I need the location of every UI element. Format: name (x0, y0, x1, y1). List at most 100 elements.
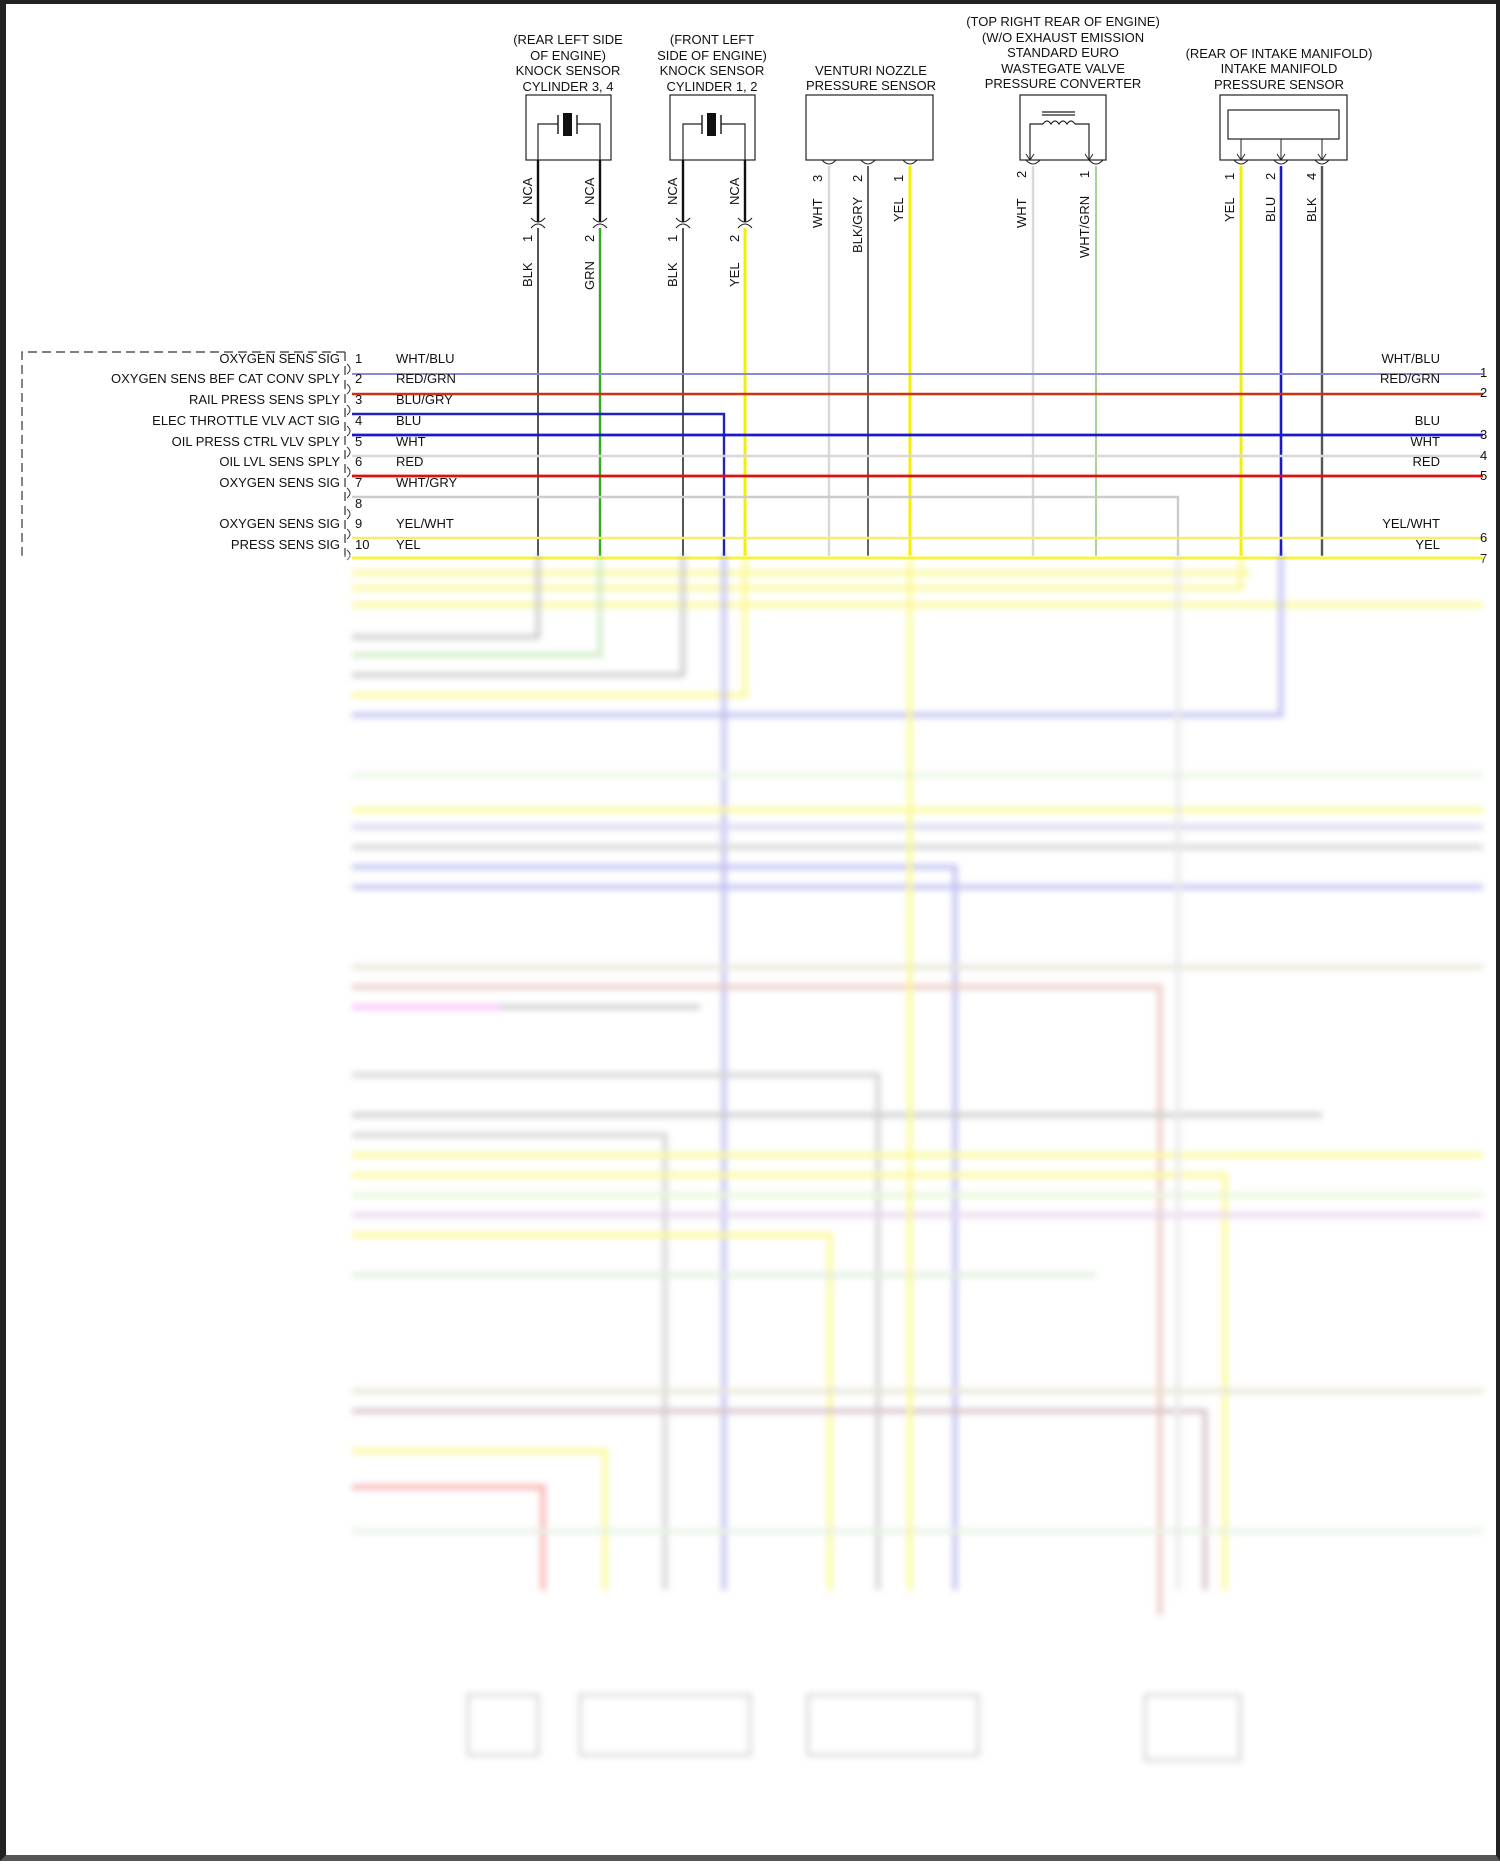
svg-text:3: 3 (810, 175, 825, 182)
knock-sensor-cyl-3-4[interactable]: (REAR LEFT SIDE OF ENGINE) KNOCK SENSOR … (513, 32, 623, 162)
piezo-icon (682, 113, 746, 162)
ecm-connector-block (21, 351, 346, 560)
ecm-wire-color: BLU/GRY (396, 392, 453, 407)
component-name: CYLINDER 3, 4 (522, 79, 613, 94)
component-location: (TOP RIGHT REAR OF ENGINE) (966, 14, 1160, 29)
ecm-wire-color: BLU (396, 413, 421, 428)
component-location: (REAR OF INTAKE MANIFOLD) (1186, 46, 1373, 61)
svg-text:1: 1 (520, 235, 535, 242)
connector-cups (530, 159, 1330, 229)
svg-text:2: 2 (850, 175, 865, 182)
pin-terminal-icon (346, 466, 351, 478)
pin-terminal-icon (346, 446, 351, 458)
svg-text:2: 2 (1014, 171, 1029, 178)
ecm-pin-number: 3 (355, 392, 362, 407)
knock-sensor-cyl-1-2[interactable]: (FRONT LEFT SIDE OF ENGINE) KNOCK SENSOR… (657, 32, 767, 162)
right-wire-color: WHT (1410, 434, 1440, 449)
ecm-pin-function: OXYGEN SENS SIG (219, 351, 340, 366)
svg-text:2: 2 (727, 235, 742, 242)
pin-terminal-icon (346, 528, 351, 540)
wastegate-valve-pressure-converter[interactable]: (TOP RIGHT REAR OF ENGINE) (W/O EXHAUST … (966, 14, 1160, 161)
component-name: PRESSURE CONVERTER (985, 76, 1142, 91)
ecm-pin-function: OXYGEN SENS SIG (219, 516, 340, 531)
svg-text:YEL: YEL (727, 262, 742, 287)
pin-terminal-icon (346, 508, 351, 520)
svg-text:GRN: GRN (582, 261, 597, 290)
vertical-wire-labels: NCA 1 BLK NCA 2 GRN NCA 1 BLK NCA 2 YEL … (520, 171, 1319, 290)
svg-text:YEL: YEL (891, 197, 906, 222)
right-connector-pin: 2 (1480, 385, 1487, 400)
component-name: VENTURI NOZZLE (815, 63, 927, 78)
venturi-nozzle-pressure-sensor[interactable]: VENTURI NOZZLE PRESSURE SENSOR (805, 63, 936, 161)
pin-terminal-icon (346, 404, 351, 416)
pin-terminal-icon (346, 425, 351, 437)
svg-text:1: 1 (891, 175, 906, 182)
ecm-wire-color: WHT/BLU (396, 351, 455, 366)
ecm-pin-function: OXYGEN SENS SIG (219, 475, 340, 490)
component-location: SIDE OF ENGINE) (657, 48, 767, 63)
svg-text:NCA: NCA (665, 177, 680, 205)
solenoid-coil-icon (1025, 111, 1094, 161)
ecm-wire-color: RED (396, 454, 423, 469)
ecm-pin-number: 1 (355, 351, 362, 366)
ecm-pin-number: 8 (355, 496, 362, 511)
pin-terminal-icon (346, 383, 351, 395)
ecm-pin-function: OXYGEN SENS BEF CAT CONV SPLY (111, 371, 340, 386)
svg-text:YEL: YEL (1222, 197, 1237, 222)
component-name: WASTEGATE VALVE (1001, 61, 1125, 76)
ecm-pin-number: 7 (355, 475, 362, 490)
component-name: INTAKE MANIFOLD (1221, 61, 1338, 76)
right-wire-color: RED (1413, 454, 1440, 469)
ecm-pin-number: 2 (355, 371, 362, 386)
svg-text:BLK: BLK (665, 262, 680, 287)
right-connector-pin: 6 (1480, 530, 1487, 545)
ecm-wire-color: RED/GRN (396, 371, 456, 386)
component-name: CYLINDER 1, 2 (666, 79, 757, 94)
ecm-pin-function: OIL LVL SENS SPLY (219, 454, 340, 469)
sensor-terminal-arrows-icon (1236, 139, 1327, 161)
component-location: (W/O EXHAUST EMISSION (982, 30, 1144, 45)
ecm-pin-function: RAIL PRESS SENS SPLY (189, 392, 340, 407)
svg-text:2: 2 (582, 235, 597, 242)
svg-text:WHT: WHT (1014, 198, 1029, 228)
ecm-pin-function: ELEC THROTTLE VLV ACT SIG (152, 413, 340, 428)
ecm-pin-number: 9 (355, 516, 362, 531)
component-location: OF ENGINE) (530, 48, 606, 63)
right-wire-color: YEL (1415, 537, 1440, 552)
right-wire-color: WHT/BLU (1382, 351, 1441, 366)
ecm-pin-number: 10 (355, 537, 369, 552)
component-name: KNOCK SENSOR (516, 63, 621, 78)
right-connector-pin: 5 (1480, 468, 1487, 483)
svg-text:NCA: NCA (520, 177, 535, 205)
svg-text:1: 1 (1222, 173, 1237, 180)
component-name: PRESSURE SENSOR (806, 78, 936, 93)
ecm-pin-function: PRESS SENS SIG (231, 537, 340, 552)
svg-text:NCA: NCA (727, 177, 742, 205)
blur-overlay (6, 555, 1496, 1855)
ecm-wire-color: YEL (396, 537, 421, 552)
right-connector-pin: 7 (1480, 551, 1487, 566)
ecm-wire-color: WHT (396, 434, 426, 449)
component-name: KNOCK SENSOR (660, 63, 765, 78)
component-name: PRESSURE SENSOR (1214, 77, 1344, 92)
piezo-icon (537, 113, 601, 162)
ecm-wire-color: YEL/WHT (396, 516, 454, 531)
ecm-pin-number: 6 (355, 454, 362, 469)
right-connector-pin: 3 (1480, 427, 1487, 442)
pin-terminal-icon (346, 487, 351, 499)
svg-text:WHT: WHT (810, 198, 825, 228)
pin-terminal-icon (346, 363, 351, 375)
svg-text:BLK: BLK (1304, 197, 1319, 222)
right-connector-pin: 1 (1480, 365, 1487, 380)
right-wire-color: RED/GRN (1380, 371, 1440, 386)
component-location: (FRONT LEFT (670, 32, 754, 47)
ecm-wire-color: WHT/GRY (396, 475, 457, 490)
component-location: (REAR LEFT SIDE (513, 32, 623, 47)
ecm-pin-function: OIL PRESS CTRL VLV SPLY (172, 434, 341, 449)
obscured-lower-diagram (0, 555, 1500, 1861)
intake-manifold-pressure-sensor[interactable]: (REAR OF INTAKE MANIFOLD) INTAKE MANIFOL… (1186, 46, 1373, 161)
ecm-pin-number: 4 (355, 413, 362, 428)
svg-text:4: 4 (1304, 173, 1319, 180)
